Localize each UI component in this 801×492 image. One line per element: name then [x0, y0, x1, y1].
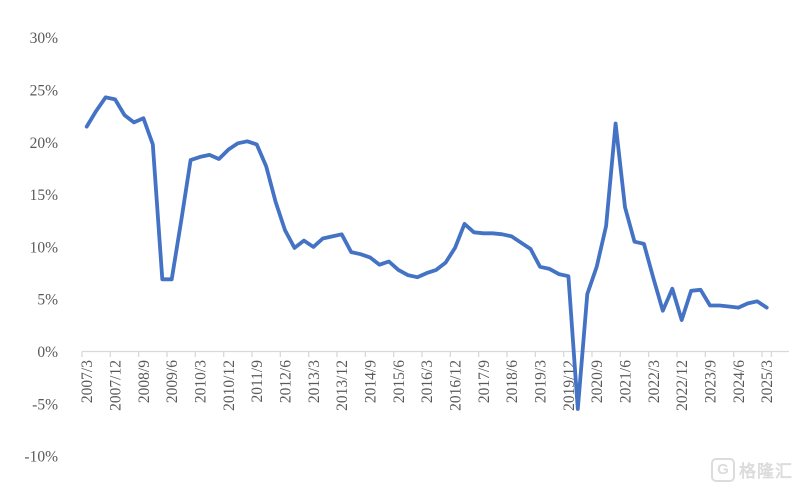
x-axis-label: 2013/12	[334, 360, 351, 411]
x-axis-label: 2019/3	[533, 360, 550, 403]
y-axis-label: 15%	[30, 187, 59, 204]
x-axis-label: 2025/3	[759, 360, 776, 403]
x-axis-label: 2011/9	[249, 360, 266, 403]
x-axis-label: 2010/3	[193, 360, 210, 403]
y-axis-label: 10%	[30, 239, 59, 256]
x-axis-label: 2016/12	[448, 360, 465, 411]
y-axis-label: -10%	[24, 449, 58, 466]
x-axis-label: 2017/9	[476, 360, 493, 403]
y-axis-label: 5%	[37, 292, 58, 309]
watermark: G 格隆汇	[711, 457, 793, 482]
x-axis-label: 2008/9	[136, 360, 153, 403]
y-axis-label: 20%	[30, 135, 59, 152]
data-line	[84, 95, 769, 411]
x-axis-label: 2009/6	[164, 360, 181, 403]
x-axis-label: 2018/6	[504, 360, 521, 403]
y-axis-label: 30%	[30, 30, 59, 47]
x-axis-label: 2023/9	[703, 360, 720, 403]
x-axis-label: 2014/9	[363, 360, 380, 403]
gelonghui-logo-icon: G	[711, 457, 735, 482]
x-axis-label: 2020/9	[589, 360, 606, 403]
y-axis-label: -5%	[32, 396, 58, 413]
x-axis-label: 2007/12	[108, 360, 125, 411]
x-axis-label: 2015/6	[391, 360, 408, 403]
x-axis-label: 2016/3	[419, 360, 436, 403]
x-axis-label: 2012/6	[278, 360, 295, 403]
x-axis-label: 2024/6	[731, 360, 748, 403]
x-axis-label: 2022/12	[674, 360, 691, 411]
x-axis-label: 2010/12	[221, 360, 238, 411]
x-axis-label: 2021/6	[618, 360, 635, 403]
x-axis-label: 2022/3	[646, 360, 663, 403]
y-axis-label: 25%	[30, 83, 59, 100]
watermark-text: 格隆汇	[739, 462, 793, 481]
y-axis-label: 0%	[37, 344, 58, 361]
x-axis-label: 2013/3	[306, 360, 323, 403]
x-axis-label: 2007/3	[79, 360, 96, 403]
